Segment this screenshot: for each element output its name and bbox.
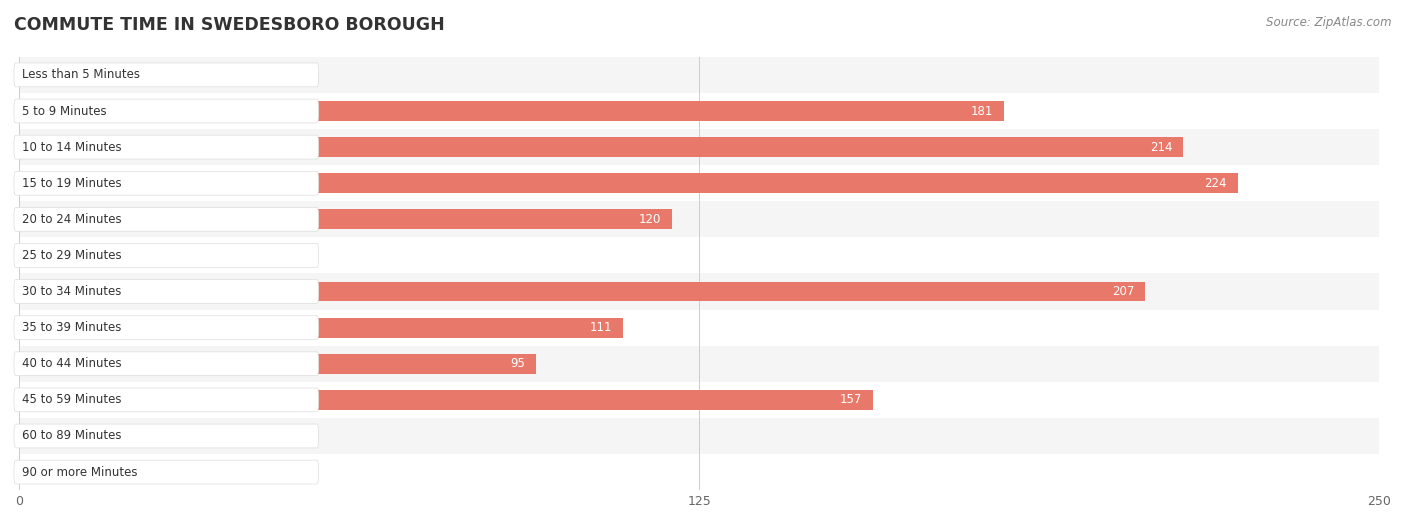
Text: 20 to 24 Minutes: 20 to 24 Minutes	[22, 213, 122, 226]
Bar	[20, 454, 1379, 490]
Text: 35 to 39 Minutes: 35 to 39 Minutes	[22, 321, 121, 334]
Bar	[20, 354, 536, 374]
Text: 10 to 14 Minutes: 10 to 14 Minutes	[22, 141, 122, 154]
FancyBboxPatch shape	[14, 316, 319, 339]
Circle shape	[15, 137, 18, 157]
FancyBboxPatch shape	[14, 460, 319, 484]
Bar	[20, 209, 672, 229]
FancyBboxPatch shape	[14, 424, 319, 448]
Circle shape	[15, 65, 18, 85]
Bar	[20, 462, 117, 482]
Text: 25 to 29 Minutes: 25 to 29 Minutes	[22, 249, 122, 262]
Bar	[20, 165, 1379, 201]
Circle shape	[15, 245, 18, 266]
Bar	[20, 65, 242, 85]
Text: 120: 120	[638, 213, 661, 226]
Bar	[20, 93, 1379, 129]
Circle shape	[15, 317, 18, 338]
Circle shape	[15, 281, 18, 302]
FancyBboxPatch shape	[14, 388, 319, 412]
Bar	[20, 137, 1184, 157]
Bar	[20, 173, 1237, 193]
Text: Source: ZipAtlas.com: Source: ZipAtlas.com	[1267, 16, 1392, 29]
Text: 40 to 44 Minutes: 40 to 44 Minutes	[22, 357, 122, 370]
Bar	[20, 426, 58, 446]
Bar	[20, 281, 1146, 301]
Bar	[20, 274, 1379, 310]
Text: 26: 26	[172, 249, 187, 262]
Circle shape	[15, 390, 18, 410]
Bar	[20, 245, 160, 265]
Circle shape	[15, 173, 18, 194]
Bar	[20, 237, 1379, 274]
Text: 15 to 19 Minutes: 15 to 19 Minutes	[22, 177, 122, 190]
FancyBboxPatch shape	[14, 63, 319, 87]
FancyBboxPatch shape	[14, 280, 319, 303]
Text: 30 to 34 Minutes: 30 to 34 Minutes	[22, 285, 121, 298]
FancyBboxPatch shape	[14, 172, 319, 195]
Text: 41: 41	[253, 69, 269, 82]
Bar	[20, 317, 623, 337]
Text: 90 or more Minutes: 90 or more Minutes	[22, 465, 138, 479]
Bar	[20, 129, 1379, 165]
Text: 207: 207	[1112, 285, 1135, 298]
Text: 181: 181	[970, 105, 993, 118]
Bar	[20, 382, 1379, 418]
Text: 45 to 59 Minutes: 45 to 59 Minutes	[22, 393, 122, 406]
Text: 7: 7	[69, 429, 76, 442]
Text: 214: 214	[1150, 141, 1173, 154]
Circle shape	[15, 209, 18, 230]
Bar	[20, 101, 1004, 121]
FancyBboxPatch shape	[14, 135, 319, 159]
FancyBboxPatch shape	[14, 352, 319, 376]
Circle shape	[15, 101, 18, 121]
FancyBboxPatch shape	[14, 244, 319, 267]
Bar	[20, 346, 1379, 382]
Text: 95: 95	[510, 357, 526, 370]
Text: Less than 5 Minutes: Less than 5 Minutes	[22, 69, 141, 82]
FancyBboxPatch shape	[14, 99, 319, 123]
Bar	[20, 201, 1379, 237]
Bar	[20, 57, 1379, 93]
Text: 18: 18	[128, 465, 143, 479]
Bar	[20, 390, 873, 410]
Bar	[20, 418, 1379, 454]
FancyBboxPatch shape	[14, 208, 319, 231]
Circle shape	[15, 462, 18, 482]
Text: 224: 224	[1205, 177, 1227, 190]
Text: COMMUTE TIME IN SWEDESBORO BOROUGH: COMMUTE TIME IN SWEDESBORO BOROUGH	[14, 16, 444, 33]
Bar	[20, 310, 1379, 346]
Text: 60 to 89 Minutes: 60 to 89 Minutes	[22, 429, 122, 442]
Circle shape	[15, 426, 18, 446]
Circle shape	[15, 354, 18, 374]
Text: 157: 157	[839, 393, 862, 406]
Text: 5 to 9 Minutes: 5 to 9 Minutes	[22, 105, 107, 118]
Text: 111: 111	[589, 321, 612, 334]
